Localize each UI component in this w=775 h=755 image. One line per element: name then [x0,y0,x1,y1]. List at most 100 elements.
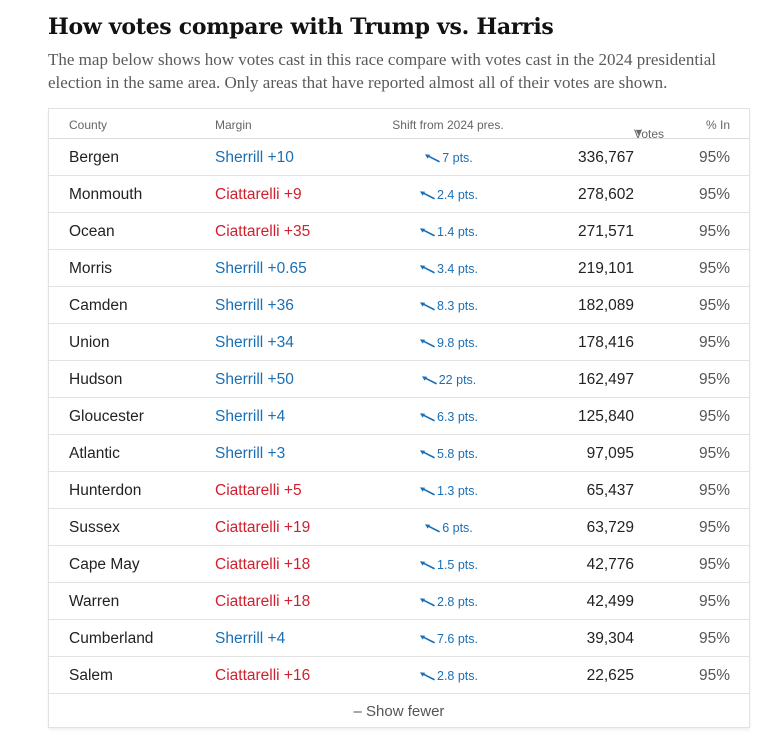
pct-in-value: 95% [698,556,730,573]
table-row: Bergen Sherrill +10 7 pts. 336,767 95% [49,139,749,176]
table-row: Atlantic Sherrill +3 5.8 pts. 97,095 95% [49,435,749,472]
table-row: Cape May Ciattarelli +18 1.5 pts. 42,776… [49,546,749,583]
table-row: Cumberland Sherrill +4 7.6 pts. 39,304 9… [49,620,749,657]
shift-label: 1.4 pts. [437,225,478,239]
votes-value: 22,625 [586,667,634,684]
shift-label: 6 pts. [442,521,473,535]
table-row: Ocean Ciattarelli +35 1.4 pts. 271,571 9… [49,213,749,250]
shift-label: 9.8 pts. [437,336,478,350]
shift-left-arrow-icon [420,228,435,237]
pct-in-value: 95% [698,519,730,536]
shift-label: 2.8 pts. [437,669,478,683]
table-row: Morris Sherrill +0.65 3.4 pts. 219,101 9… [49,250,749,287]
margin-value: Sherrill +0.65 [215,260,307,277]
votes-value: 125,840 [577,408,634,425]
votes-value: 271,571 [577,223,634,240]
shift-left-arrow-icon [420,302,435,311]
county-name: Camden [69,297,128,314]
shift-label: 5.8 pts. [437,447,478,461]
county-name: Gloucester [69,408,144,425]
shift-value: 1.4 pts. [382,225,514,239]
margin-value: Sherrill +50 [215,371,294,388]
votes-value: 39,304 [586,630,634,647]
pct-in-value: 95% [698,334,730,351]
table-row: Camden Sherrill +36 8.3 pts. 182,089 95% [49,287,749,324]
pct-in-value: 95% [698,223,730,240]
shift-label: 3.4 pts. [437,262,478,276]
votes-value: 219,101 [577,260,634,277]
shift-value: 5.8 pts. [382,447,514,461]
margin-value: Sherrill +36 [215,297,294,314]
county-name: Warren [69,593,120,610]
shift-label: 7.6 pts. [437,632,478,646]
county-name: Salem [69,667,113,684]
shift-left-arrow-icon [420,265,435,274]
votes-value: 97,095 [586,445,634,462]
county-column-header[interactable]: County [69,118,108,132]
margin-value: Ciattarelli +9 [215,186,302,203]
show-fewer-button[interactable]: – Show fewer [353,703,445,720]
margin-value: Sherrill +10 [215,149,294,166]
pct-in-value: 95% [698,667,730,684]
votes-column-label: Votes [634,127,665,141]
shift-left-arrow-icon [420,339,435,348]
margin-value: Sherrill +3 [215,445,286,462]
shift-column-header[interactable]: Shift from 2024 pres. [392,118,504,132]
table-body: Bergen Sherrill +10 7 pts. 336,767 95% M… [49,139,749,694]
margin-value: Ciattarelli +16 [215,667,311,684]
county-name: Monmouth [69,186,143,203]
shift-value: 22 pts. [382,373,514,387]
table-row: Monmouth Ciattarelli +9 2.4 pts. 278,602… [49,176,749,213]
votes-value: 336,767 [577,149,634,166]
table-row: Hunterdon Ciattarelli +5 1.3 pts. 65,437… [49,472,749,509]
shift-left-arrow-icon [425,524,441,533]
table-header: County Margin Shift from 2024 pres. ▼ Vot… [49,109,749,141]
page-title: How votes compare with Trump vs. Harris [48,14,554,40]
shift-left-arrow-icon [420,450,435,459]
county-name: Hunterdon [69,482,142,499]
pct-in-value: 95% [698,371,730,388]
shift-left-arrow-icon [420,672,435,681]
margin-value: Ciattarelli +18 [215,593,311,610]
shift-label: 1.5 pts. [437,558,478,572]
county-name: Cape May [69,556,140,573]
pct-in-column-header[interactable]: % In [705,118,730,132]
intro-text: The map below shows how votes cast in th… [48,50,717,92]
pct-in-value: 95% [698,149,730,166]
margin-value: Sherrill +34 [215,334,294,351]
pct-in-value: 95% [698,260,730,277]
votes-value: 65,437 [586,482,634,499]
shift-value: 7 pts. [382,151,514,165]
shift-left-arrow-icon [421,376,437,385]
results-table: County Margin Shift from 2024 pres. ▼ Vot… [48,108,750,728]
shift-label: 6.3 pts. [437,410,478,424]
margin-value: Sherrill +4 [215,630,286,647]
pct-in-value: 95% [698,630,730,647]
shift-value: 2.4 pts. [382,188,514,202]
county-name: Atlantic [69,445,120,462]
shift-value: 8.3 pts. [382,299,514,313]
shift-value: 2.8 pts. [382,595,514,609]
county-name: Cumberland [69,630,154,647]
pct-in-value: 95% [698,186,730,203]
shift-value: 7.6 pts. [382,632,514,646]
table-row: Union Sherrill +34 9.8 pts. 178,416 95% [49,324,749,361]
shift-left-arrow-icon [420,635,435,644]
county-name: Morris [69,260,113,277]
margin-value: Sherrill +4 [215,408,286,425]
margin-value: Ciattarelli +5 [215,482,302,499]
pct-in-value: 95% [698,297,730,314]
shift-left-arrow-icon [420,487,435,496]
shift-value: 3.4 pts. [382,262,514,276]
shift-left-arrow-icon [425,154,441,163]
county-name: Union [69,334,110,351]
shift-label: 22 pts. [438,373,477,387]
margin-column-header[interactable]: Margin [215,118,252,132]
margin-value: Ciattarelli +18 [215,556,311,573]
county-name: Hudson [69,371,123,388]
votes-value: 278,602 [577,186,634,203]
table-row: Warren Ciattarelli +18 2.8 pts. 42,499 9… [49,583,749,620]
county-name: Bergen [69,149,119,166]
shift-label: 8.3 pts. [437,299,478,313]
pct-in-value: 95% [698,408,730,425]
